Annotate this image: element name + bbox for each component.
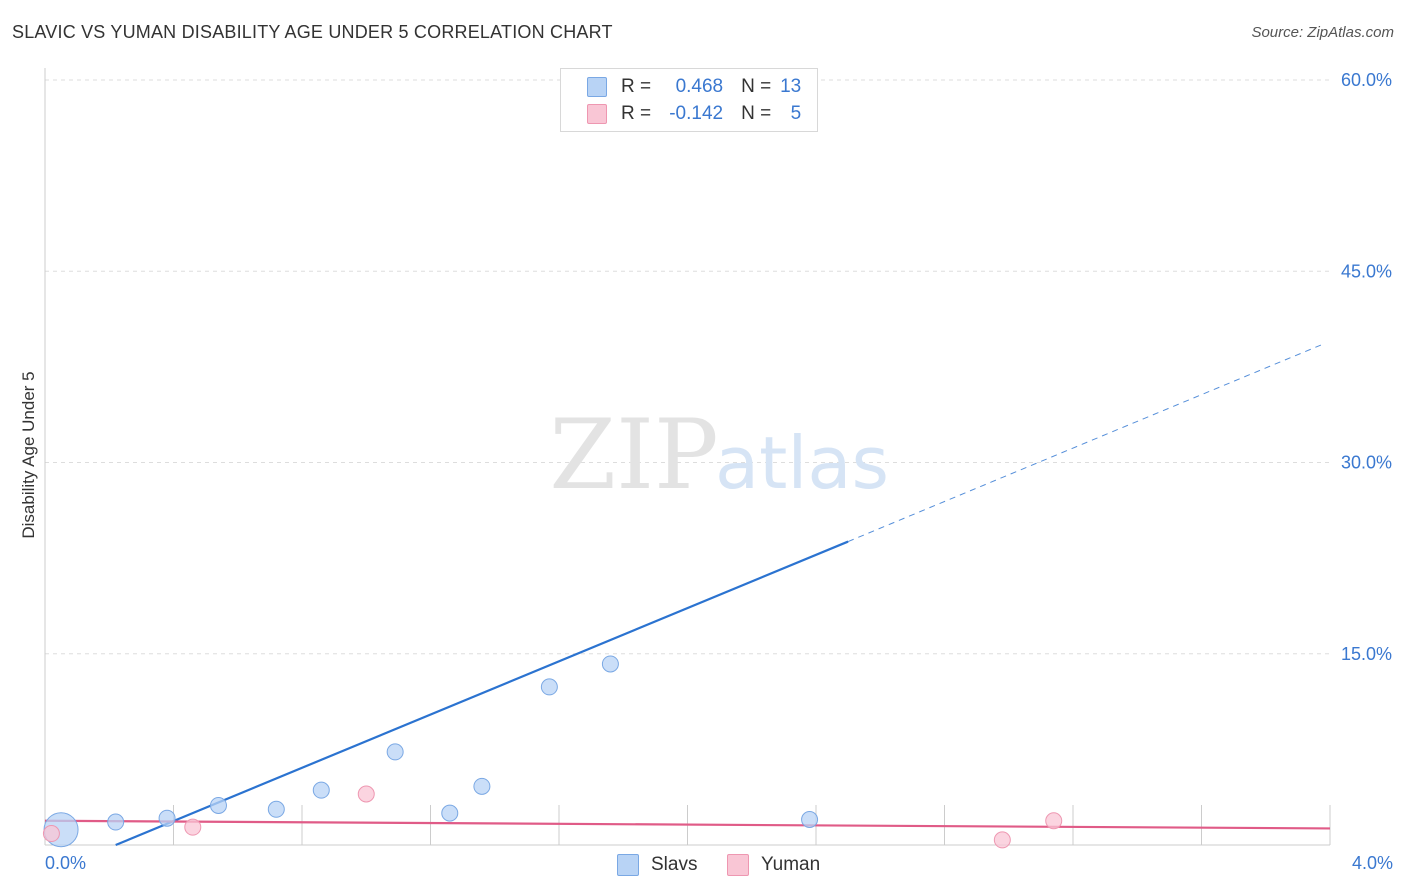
y-tick-label-3: 60.0% [1341, 70, 1392, 90]
y-tick-label-1: 30.0% [1341, 453, 1392, 473]
slavs-r-value: 0.468 [675, 76, 724, 97]
yuman-point-0 [42, 825, 60, 843]
yuman-n-label: N = [741, 103, 772, 124]
chart-title: SLAVIC VS YUMAN DISABILITY AGE UNDER 5 C… [12, 22, 613, 42]
grid-lines [45, 79, 1330, 655]
legend-slavs-label: Slavs [651, 854, 698, 875]
x-tick-labels: 0.0% 4.0% [45, 853, 1393, 873]
legend-item-slavs: Slavs [617, 852, 697, 878]
yuman-trend-line [44, 819, 1331, 830]
legend-row-yuman: R = -0.142 N = 5 [587, 101, 801, 127]
legend-row-slavs: R = 0.468 N = 13 [587, 74, 801, 100]
slavs-point-4 [267, 800, 285, 818]
x-tick-label-start: 0.0% [45, 853, 86, 873]
series-legend: Slavs Yuman [0, 852, 1406, 878]
slavs-point-6 [386, 743, 404, 761]
slavs-point-7 [441, 804, 459, 822]
trend-lines [44, 343, 1331, 847]
watermark-atlas: atlas [715, 421, 889, 505]
y-axis-label: Disability Age Under 5 [19, 371, 38, 538]
chart-source: Source: ZipAtlas.com [1251, 24, 1394, 41]
yuman-point-3 [993, 831, 1011, 849]
yuman-r-value: -0.142 [669, 103, 724, 124]
slavs-n-label: N = [741, 76, 772, 97]
y-tick-labels: 15.0% 30.0% 45.0% 60.0% [1341, 70, 1392, 664]
yuman-n-value: 5 [790, 103, 802, 124]
legend-slavs-swatch [617, 854, 639, 876]
stats-legend: R = 0.468 N = 13 R = -0.142 N = 5 [560, 68, 818, 132]
slavs-n-value: 13 [780, 76, 802, 97]
yuman-swatch [587, 104, 607, 124]
slavs-point-8 [473, 777, 491, 795]
yuman-point-1 [184, 818, 202, 836]
watermark-zip: ZIP [549, 399, 718, 511]
slavs-point-9 [540, 678, 558, 696]
slavs-trend-line [115, 540, 849, 847]
slavs-r-label: R = [621, 76, 652, 97]
yuman-r-label: R = [621, 103, 652, 124]
slavs-swatch [587, 77, 607, 97]
x-tick-label-end: 4.0% [1352, 853, 1393, 873]
slavs-point-11 [801, 811, 819, 828]
y-tick-label-0: 15.0% [1341, 644, 1392, 664]
slavs-point-3 [209, 796, 227, 814]
watermark: ZIP atlas [549, 399, 889, 511]
slavs-trend-extension [847, 343, 1324, 543]
slavs-point-10 [601, 655, 619, 673]
slavs-point-1 [107, 813, 125, 831]
legend-yuman-label: Yuman [761, 854, 821, 875]
slavs-point-5 [312, 781, 330, 799]
legend-item-yuman: Yuman [727, 852, 820, 878]
legend-yuman-swatch [727, 854, 749, 876]
yuman-point-2 [357, 785, 375, 803]
slavs-point-2 [158, 809, 176, 827]
y-tick-label-2: 45.0% [1341, 261, 1392, 281]
yuman-point-4 [1045, 812, 1063, 830]
